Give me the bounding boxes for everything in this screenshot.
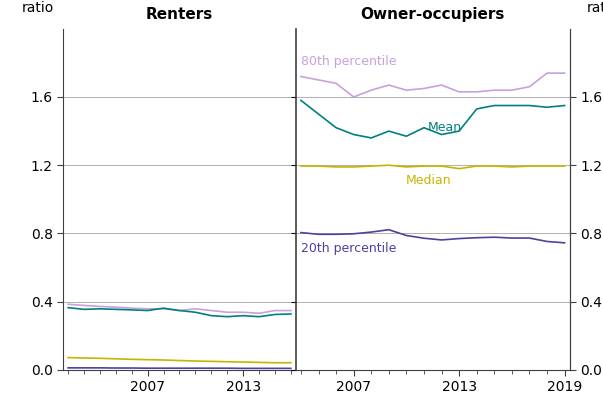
Text: ratio: ratio: [22, 1, 54, 15]
Text: Mean: Mean: [428, 121, 461, 134]
Text: Renters: Renters: [146, 7, 213, 22]
Text: Median: Median: [405, 174, 451, 187]
Text: Owner-occupiers: Owner-occupiers: [361, 7, 505, 22]
Text: ratio: ratio: [587, 1, 603, 15]
Text: 80th percentile: 80th percentile: [301, 55, 397, 67]
Text: 20th percentile: 20th percentile: [301, 242, 397, 255]
